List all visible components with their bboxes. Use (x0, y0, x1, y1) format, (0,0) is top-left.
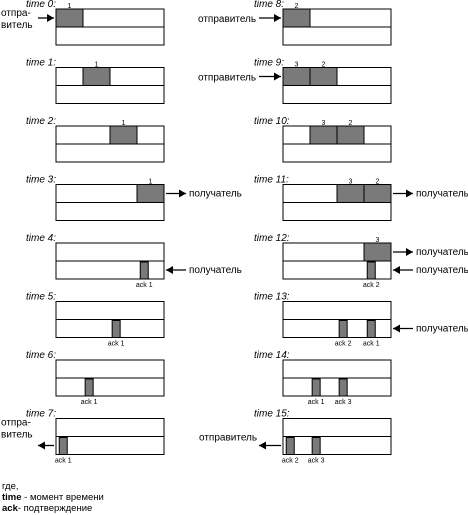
time-label: time 10: (254, 116, 290, 127)
legend-time: time - момент времени (2, 492, 104, 503)
receiver-label: получатель (189, 265, 242, 276)
time-label: time 3: (26, 175, 56, 186)
packet-block (282, 8, 311, 28)
time-label: time 14: (254, 350, 290, 361)
time-label: time 1: (26, 58, 56, 69)
receiver-arrow-head (406, 189, 413, 198)
legend-ack: ack- подтверждение (2, 503, 92, 514)
sender-label: отпра- (1, 418, 31, 429)
packet-label: 2 (376, 179, 380, 186)
ack-label: ack 3 (308, 458, 325, 465)
ack-block (285, 437, 295, 455)
packet-block (82, 67, 111, 86)
time-label: time 4: (26, 233, 56, 244)
packet-block (309, 125, 338, 145)
time-label: time 11: (254, 175, 289, 186)
packet-label: 3 (322, 120, 326, 127)
sender-label: отпра- (1, 8, 31, 19)
ack-block (366, 320, 376, 338)
receiver-arrow-in-head (393, 266, 400, 274)
time-label: time 7: (26, 409, 56, 420)
ack-label: ack 1 (308, 399, 325, 406)
legend-ack-key: ack (2, 503, 18, 514)
packet-block (363, 242, 392, 262)
packet-label: 2 (295, 3, 299, 10)
ack-block (311, 437, 321, 455)
ack-label: ack 2 (363, 282, 380, 289)
sender-arrow-head (274, 72, 281, 81)
ack-label: ack 1 (55, 458, 72, 465)
time-label: time 5: (26, 292, 56, 303)
legend-time-text: - момент времени (21, 492, 104, 503)
ack-label: ack 2 (282, 458, 299, 465)
receiver-arrow-head (166, 266, 173, 274)
time-label: time 15: (254, 409, 290, 420)
receiver-label: получатель (416, 324, 468, 335)
packet-block (336, 184, 365, 203)
time-label: time 13: (254, 292, 290, 303)
ack-block (58, 437, 68, 455)
packet-label: 2 (322, 62, 326, 69)
time-label: time 9: (254, 58, 284, 69)
packet-label: 3 (349, 179, 353, 186)
sender-label: отправитель (199, 433, 257, 444)
sender-label: витель (1, 430, 33, 441)
sender-arrow-head (274, 14, 281, 22)
packet-block (363, 184, 392, 203)
packet-block (136, 184, 165, 203)
sender-arrow-head (38, 441, 45, 450)
packet-block (336, 125, 365, 145)
receiver-arrow-head (393, 324, 400, 333)
receiver-arrow-out-head (406, 248, 413, 256)
packet-block (55, 8, 84, 28)
ack-label: ack 1 (108, 341, 125, 348)
packet-label: 3 (376, 237, 380, 244)
legend-ack-text: - подтверждение (17, 503, 93, 514)
ack-label: ack 2 (335, 341, 352, 348)
receiver-label: получатель (189, 189, 242, 200)
ack-block (338, 378, 348, 397)
ack-block (111, 320, 121, 338)
packet-label: 3 (295, 62, 299, 69)
ack-label: ack 1 (81, 399, 98, 406)
sender-label: витель (1, 20, 33, 31)
time-label: time 12: (254, 233, 290, 244)
sender-arrow-head (47, 14, 54, 22)
receiver-label: получатель (416, 265, 468, 276)
legend-where: где, (2, 481, 19, 492)
packet-block (282, 67, 311, 86)
packet-label: 2 (349, 120, 353, 127)
ack-block (338, 320, 348, 338)
receiver-arrow-head (179, 189, 186, 198)
ack-label: ack 3 (335, 399, 352, 406)
ack-block (84, 378, 94, 397)
ack-block (311, 378, 321, 397)
time-label: time 0: (26, 0, 56, 10)
sender-label: отправитель (198, 14, 256, 25)
receiver-label: получатель (416, 247, 468, 258)
legend-time-key: time (2, 492, 22, 503)
ack-block (139, 261, 149, 280)
packet-block (309, 67, 338, 86)
sender-label: отправитель (198, 73, 256, 84)
packet-label: 1 (95, 62, 99, 69)
time-label: time 2: (26, 116, 56, 127)
packet-label: 1 (68, 3, 72, 10)
packet-label: 1 (149, 179, 153, 186)
ack-block (366, 261, 376, 280)
packet-label: 1 (122, 120, 126, 127)
time-label: time 8: (254, 0, 284, 10)
ack-label: ack 1 (363, 341, 380, 348)
receiver-label: получатель (416, 189, 468, 200)
time-label: time 6: (26, 350, 56, 361)
sender-arrow-head (259, 441, 266, 450)
ack-label: ack 1 (136, 282, 153, 289)
packet-block (109, 125, 138, 145)
